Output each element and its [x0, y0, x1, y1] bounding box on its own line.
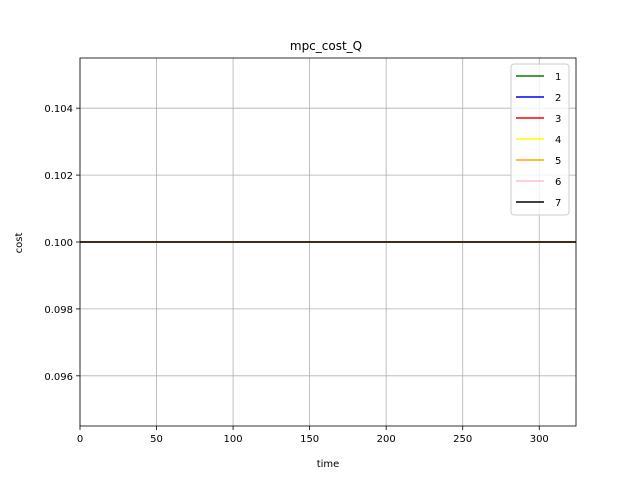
y-tick-label: 0.102: [44, 171, 73, 182]
x-tick-label: 300: [530, 434, 549, 445]
y-tick-label: 0.100: [44, 238, 73, 249]
legend-label-3: 3: [555, 114, 561, 125]
legend-label-7: 7: [555, 198, 561, 209]
legend-label-6: 6: [555, 177, 561, 188]
legend: 1 2 3 4 5 6 7: [510, 63, 570, 216]
x-tick-label: 200: [377, 434, 396, 445]
y-tick-label: 0.098: [44, 305, 73, 316]
legend-label-4: 4: [555, 135, 561, 146]
axes-layer: 0 50 100 150 200 250 300 0.096 0.098 0.100 0.102 0.…: [44, 57, 577, 445]
y-tick-label: 0.096: [44, 372, 73, 383]
x-tick-label: 50: [150, 434, 163, 445]
x-tick-label: 0: [77, 434, 83, 445]
x-tick-label: 250: [453, 434, 472, 445]
legend-label-1: 1: [555, 72, 561, 83]
legend-label-5: 5: [555, 156, 561, 167]
y-tick-label: 0.104: [44, 104, 73, 115]
x-axis-label: time: [317, 459, 340, 470]
legend-label-2: 2: [555, 93, 561, 104]
x-tick-label: 150: [300, 434, 319, 445]
y-axis-label: cost: [14, 233, 25, 254]
chart-title: mpc_cost_Q: [290, 39, 362, 53]
x-tick-label: 100: [224, 434, 243, 445]
